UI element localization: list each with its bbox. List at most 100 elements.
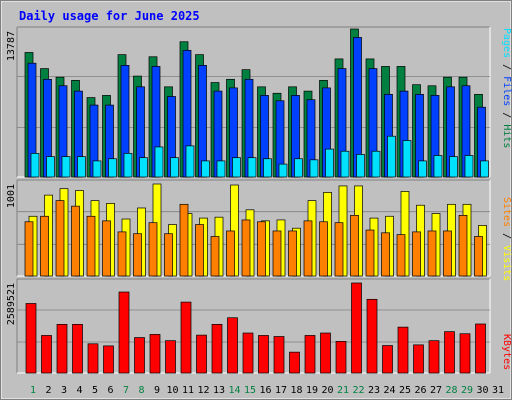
- bar-kbytes: [444, 331, 455, 374]
- bar-sites: [272, 230, 282, 277]
- x-tick-label: 17: [275, 385, 287, 396]
- bar-pages: [418, 160, 427, 178]
- bar-sites: [303, 220, 313, 277]
- bar-pages: [185, 145, 195, 178]
- bar-kbytes: [180, 301, 192, 374]
- hits-files-pages-panel: 13787 Pages / Files / Hits: [6, 26, 512, 178]
- x-tick-label: 22: [352, 385, 364, 396]
- bar-pages: [232, 157, 241, 178]
- bar-kbytes: [165, 340, 176, 374]
- x-tick-label: 12: [197, 385, 209, 396]
- bar-sites: [86, 215, 96, 277]
- x-tick-label: 26: [414, 385, 426, 396]
- bar-kbytes: [397, 326, 409, 374]
- bar-sites: [210, 236, 220, 277]
- middle-panel-legend-visits: Visits: [501, 245, 512, 281]
- top-panel-legend: Pages / Files / Hits: [501, 28, 512, 148]
- x-tick-label: 9: [154, 385, 160, 396]
- x-tick-label: 15: [244, 385, 256, 396]
- x-tick-label: 14: [228, 385, 240, 396]
- bar-kbytes: [273, 336, 285, 374]
- x-tick-label: 28: [445, 385, 457, 396]
- x-axis-day-labels: 1 2 3 4 5 6 7 8 9 10 11 12 13 14 15 16 17 18 19 20 21 22 23 24 2…: [30, 385, 504, 396]
- bar-pages: [294, 158, 303, 178]
- chart-title: Daily usage for June 2025: [19, 9, 200, 23]
- x-tick-label: 25: [399, 385, 411, 396]
- x-tick-label: 20: [321, 385, 333, 396]
- top-panel-legend-hits: Hits: [501, 124, 512, 148]
- bar-sites: [474, 236, 483, 277]
- x-tick-label: 27: [430, 385, 442, 396]
- middle-panel-legend-sites: Sites: [501, 197, 512, 227]
- bar-pages: [387, 135, 396, 178]
- x-tick-label: 7: [123, 385, 129, 396]
- x-tick-label: 31: [492, 385, 504, 396]
- bottom-panel-legend: KBytes: [501, 334, 512, 370]
- visits-sites-panel: 1001 Sites / Visits: [6, 179, 512, 281]
- bar-sites: [427, 230, 437, 277]
- bar-kbytes: [211, 323, 223, 374]
- bar-kbytes: [118, 291, 130, 374]
- top-panel-legend-files: Files: [501, 76, 512, 106]
- bar-sites: [365, 229, 375, 277]
- x-tick-label: 3: [61, 385, 67, 396]
- middle-panel-legend: Sites / Visits: [501, 197, 512, 281]
- bar-sites: [164, 233, 173, 277]
- bar-kbytes: [366, 298, 378, 374]
- bar-sites: [148, 222, 158, 277]
- x-tick-label: 1: [30, 385, 36, 396]
- bar-pages: [61, 156, 71, 178]
- bar-pages: [480, 160, 489, 178]
- bar-pages: [340, 150, 350, 178]
- bar-sites: [40, 215, 49, 277]
- bar-sites: [117, 231, 127, 277]
- bar-pages: [216, 160, 226, 178]
- bar-kbytes: [351, 282, 362, 374]
- bar-pages: [449, 156, 458, 178]
- bar-kbytes: [475, 323, 486, 374]
- bar-sites: [319, 221, 328, 277]
- bar-pages: [92, 160, 102, 178]
- bar-kbytes: [335, 341, 347, 374]
- bar-kbytes: [242, 332, 254, 374]
- bar-pages: [325, 148, 334, 178]
- bar-kbytes: [382, 345, 393, 374]
- kbytes-panel: 2589521 KBytes: [6, 278, 512, 374]
- bar-kbytes: [428, 340, 440, 374]
- x-tick-label: 24: [383, 385, 395, 396]
- bar-kbytes: [258, 335, 269, 374]
- bottom-panel-legend-kbytes: KBytes: [501, 334, 512, 370]
- bar-sites: [443, 230, 452, 277]
- bar-sites: [257, 221, 266, 277]
- bar-pages: [309, 159, 319, 178]
- bar-sites: [55, 200, 65, 277]
- bar-pages: [263, 158, 272, 178]
- bar-sites: [396, 234, 406, 277]
- x-tick-label: 18: [290, 385, 302, 396]
- bar-kbytes: [289, 351, 300, 374]
- bar-kbytes: [227, 317, 238, 374]
- middle-panel-y-max-label: 1001: [6, 184, 17, 208]
- x-tick-label: 5: [92, 385, 98, 396]
- bar-pages: [123, 153, 133, 178]
- bar-pages: [371, 150, 381, 178]
- bar-kbytes: [56, 323, 68, 374]
- bar-sites: [71, 205, 80, 277]
- bar-sites: [133, 233, 142, 277]
- bar-pages: [77, 156, 86, 178]
- bar-pages: [30, 153, 40, 178]
- bar-sites: [334, 222, 344, 277]
- bar-files: [198, 65, 207, 178]
- bar-sites: [241, 219, 251, 277]
- bar-pages: [139, 157, 148, 178]
- bar-sites: [350, 214, 359, 277]
- bar-kbytes: [25, 303, 37, 374]
- bar-kbytes: [320, 332, 331, 374]
- bottom-panel-y-max-label: 2589521: [6, 283, 17, 325]
- bar-pages: [46, 156, 55, 178]
- bar-pages: [201, 160, 210, 178]
- bar-kbytes: [72, 323, 83, 374]
- bar-sites: [24, 221, 34, 277]
- bar-sites: [412, 231, 421, 277]
